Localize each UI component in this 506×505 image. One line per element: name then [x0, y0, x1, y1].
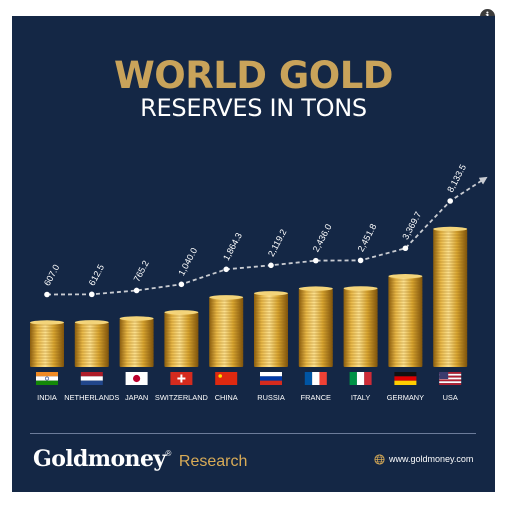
data-label: 1,040.0	[176, 246, 199, 277]
trend-point	[357, 257, 364, 264]
trend-point	[313, 257, 319, 264]
website-text: www.goldmoney.com	[389, 454, 474, 464]
category-label: JAPAN	[125, 393, 148, 402]
category-label: GERMANY	[387, 393, 424, 402]
trend-point	[89, 291, 95, 298]
category-label: USA	[443, 393, 458, 402]
china-flag	[215, 372, 238, 385]
chart-area: 607.0 612.5 765.2 1,040.0 1,864.3 2,119.2 2,43…	[30, 163, 488, 402]
data-label: 2,119.2	[266, 228, 289, 259]
bar-coin-stack	[164, 310, 199, 367]
data-label: 607.0	[42, 263, 61, 288]
brand-name: Goldmoney	[33, 446, 166, 472]
data-label: 8,133.5	[445, 163, 468, 194]
category-label: RUSSIA	[257, 393, 285, 402]
netherlands-flag	[80, 372, 103, 385]
chart-subtitle: RESERVES IN TONS	[140, 94, 367, 122]
india-flag	[36, 372, 58, 385]
trend-point	[268, 262, 274, 269]
category-label: INDIA	[37, 393, 57, 402]
footer-divider	[30, 433, 476, 434]
france-flag	[304, 372, 327, 385]
trend-point	[402, 245, 409, 252]
germany-flag	[394, 372, 417, 385]
category-label: ITALY	[351, 393, 371, 402]
trend-point	[447, 198, 454, 204]
infographic-card: WORLD GOLD RESERVES IN TONS 607.0 612.5 76…	[12, 16, 495, 492]
brand-subtitle: Research	[178, 453, 248, 470]
category-label: SWITZERLAND	[155, 393, 208, 402]
data-label: 612.5	[87, 263, 106, 288]
trend-point	[223, 266, 229, 273]
bar-coin-stack	[254, 291, 288, 367]
bar-coin-stack	[74, 320, 109, 367]
russia-flag	[260, 372, 282, 385]
usa-flag	[439, 372, 462, 385]
website-link[interactable]: www.goldmoney.com	[374, 454, 473, 465]
trend-point	[133, 287, 140, 294]
data-label: 2,451.8	[356, 222, 379, 253]
bar-coin-stack	[209, 295, 244, 367]
category-label: CHINA	[215, 393, 238, 402]
japan-flag	[125, 372, 148, 385]
category-label: FRANCE	[301, 393, 331, 402]
bar-coin-stack	[433, 226, 468, 367]
data-label: 765.2	[132, 259, 151, 284]
brand-registered-mark: ®	[165, 449, 172, 458]
bar-coin-stack	[30, 320, 64, 367]
bar-coin-stack	[298, 286, 333, 367]
trend-point	[44, 291, 50, 298]
brand-logo: Goldmoney® Research	[33, 446, 247, 472]
category-label: NETHERLANDS	[64, 393, 119, 402]
switzerland-flag	[170, 372, 193, 385]
bar-coin-stack	[388, 274, 423, 367]
trend-point	[178, 281, 185, 288]
chart-title: WORLD GOLD	[113, 54, 394, 97]
data-label: 2,436.0	[311, 222, 334, 253]
data-label: 3,369.7	[400, 210, 423, 241]
globe-icon	[374, 454, 385, 465]
bar-coin-stack	[343, 286, 378, 367]
data-label: 1,864.3	[221, 231, 244, 262]
italy-flag	[349, 372, 372, 385]
bar-coin-stack	[119, 316, 154, 367]
